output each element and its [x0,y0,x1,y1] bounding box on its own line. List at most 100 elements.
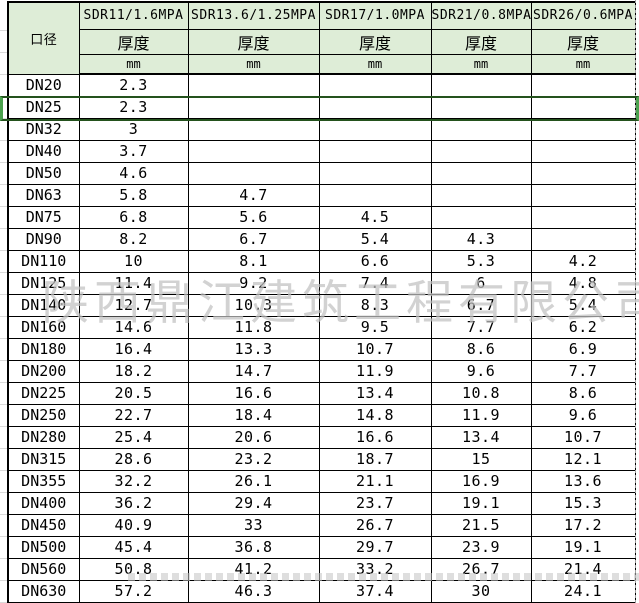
thickness-cell[interactable]: 10.7 [530,425,636,449]
row-header-dn[interactable]: DN250 [7,403,80,427]
row-header-dn[interactable]: DN355 [7,469,80,493]
thickness-cell[interactable]: 4.3 [430,227,532,251]
thickness-cell[interactable]: 11.9 [318,359,432,383]
thickness-cell[interactable]: 14.8 [318,403,432,427]
row-header-dn[interactable]: DN180 [7,337,80,361]
thickness-cell[interactable] [530,95,636,119]
thickness-cell[interactable]: 20.6 [187,425,320,449]
thickness-cell[interactable] [187,139,320,163]
thickness-label[interactable]: 厚度 [318,28,432,55]
thickness-cell[interactable]: 11.4 [78,271,189,295]
thickness-cell[interactable]: 10.8 [430,381,532,405]
thickness-cell[interactable]: 23.7 [318,491,432,515]
thickness-cell[interactable]: 21.4 [530,557,636,581]
thickness-cell[interactable]: 6.7 [187,227,320,251]
thickness-cell[interactable]: 9.2 [187,271,320,295]
thickness-cell[interactable]: 11.9 [430,403,532,427]
thickness-cell[interactable]: 18.2 [78,359,189,383]
thickness-cell[interactable]: 6.8 [78,205,189,229]
thickness-cell[interactable]: 7.4 [318,271,432,295]
thickness-cell[interactable] [430,205,532,229]
thickness-cell[interactable] [318,161,432,185]
thickness-cell[interactable] [530,183,636,207]
thickness-cell[interactable]: 26.1 [187,469,320,493]
thickness-cell[interactable] [530,73,636,97]
thickness-cell[interactable]: 16.9 [430,469,532,493]
thickness-cell[interactable]: 16.6 [187,381,320,405]
thickness-cell[interactable] [530,161,636,185]
thickness-cell[interactable]: 18.7 [318,447,432,471]
thickness-cell[interactable]: 28.6 [78,447,189,471]
row-header-dn[interactable]: DN500 [7,535,80,559]
thickness-cell[interactable]: 6.7 [430,293,532,317]
thickness-cell[interactable]: 13.4 [318,381,432,405]
thickness-cell[interactable]: 5.3 [430,249,532,273]
thickness-cell[interactable]: 3 [78,117,189,141]
unit-label[interactable]: mm [318,53,432,75]
thickness-cell[interactable]: 8.3 [318,293,432,317]
row-header-dn[interactable]: DN450 [7,513,80,537]
thickness-cell[interactable]: 29.7 [318,535,432,559]
thickness-cell[interactable]: 13.3 [187,337,320,361]
thickness-cell[interactable]: 19.1 [430,491,532,515]
row-header-dn[interactable]: DN20 [7,73,80,97]
thickness-cell[interactable] [318,139,432,163]
row-header-dn[interactable]: DN125 [7,271,80,295]
row-header-dn[interactable]: DN315 [7,447,80,471]
thickness-cell[interactable]: 13.4 [430,425,532,449]
thickness-cell[interactable] [430,95,532,119]
thickness-cell[interactable]: 11.8 [187,315,320,339]
thickness-cell[interactable]: 4.5 [318,205,432,229]
thickness-cell[interactable]: 26.7 [318,513,432,537]
thickness-label[interactable]: 厚度 [530,28,636,55]
thickness-cell[interactable]: 9.5 [318,315,432,339]
thickness-cell[interactable]: 5.4 [530,293,636,317]
thickness-cell[interactable]: 10.3 [187,293,320,317]
thickness-cell[interactable] [530,227,636,251]
thickness-cell[interactable]: 30 [430,579,532,603]
thickness-cell[interactable]: 21.1 [318,469,432,493]
row-header-dn[interactable]: DN40 [7,139,80,163]
thickness-cell[interactable] [318,183,432,207]
thickness-cell[interactable]: 6.6 [318,249,432,273]
thickness-cell[interactable]: 50.8 [78,557,189,581]
thickness-cell[interactable] [530,205,636,229]
thickness-cell[interactable]: 33.2 [318,557,432,581]
thickness-cell[interactable] [430,73,532,97]
thickness-cell[interactable]: 21.5 [430,513,532,537]
thickness-cell[interactable] [530,117,636,141]
thickness-cell[interactable]: 16.4 [78,337,189,361]
thickness-cell[interactable]: 4.6 [78,161,189,185]
thickness-cell[interactable]: 2.3 [78,95,189,119]
unit-label[interactable]: mm [530,53,636,75]
thickness-cell[interactable]: 26.7 [430,557,532,581]
row-header-dn[interactable]: DN32 [7,117,80,141]
unit-label[interactable]: mm [430,53,532,75]
thickness-cell[interactable]: 19.1 [530,535,636,559]
row-header-dn[interactable]: DN560 [7,557,80,581]
thickness-cell[interactable]: 57.2 [78,579,189,603]
row-header-dn[interactable]: DN63 [7,183,80,207]
thickness-cell[interactable]: 3.7 [78,139,189,163]
corner-header-diameter[interactable]: 口径 [7,1,80,75]
row-header-dn[interactable]: DN160 [7,315,80,339]
thickness-cell[interactable] [318,73,432,97]
thickness-cell[interactable]: 4.2 [530,249,636,273]
row-header-dn[interactable]: DN400 [7,491,80,515]
column-header-sdr17[interactable]: SDR17/1.0MPA [318,1,432,30]
thickness-cell[interactable]: 5.4 [318,227,432,251]
unit-label[interactable]: mm [187,53,320,75]
thickness-cell[interactable] [187,95,320,119]
thickness-cell[interactable]: 29.4 [187,491,320,515]
thickness-cell[interactable]: 12.7 [78,293,189,317]
row-header-dn[interactable]: DN630 [7,579,80,603]
thickness-cell[interactable]: 5.8 [78,183,189,207]
thickness-cell[interactable]: 13.6 [530,469,636,493]
thickness-cell[interactable]: 12.1 [530,447,636,471]
thickness-cell[interactable]: 16.6 [318,425,432,449]
thickness-cell[interactable]: 23.2 [187,447,320,471]
row-header-dn[interactable]: DN140 [7,293,80,317]
thickness-cell[interactable] [430,183,532,207]
column-header-sdr13-6[interactable]: SDR13.6/1.25MPA [187,1,320,30]
thickness-cell[interactable] [318,95,432,119]
